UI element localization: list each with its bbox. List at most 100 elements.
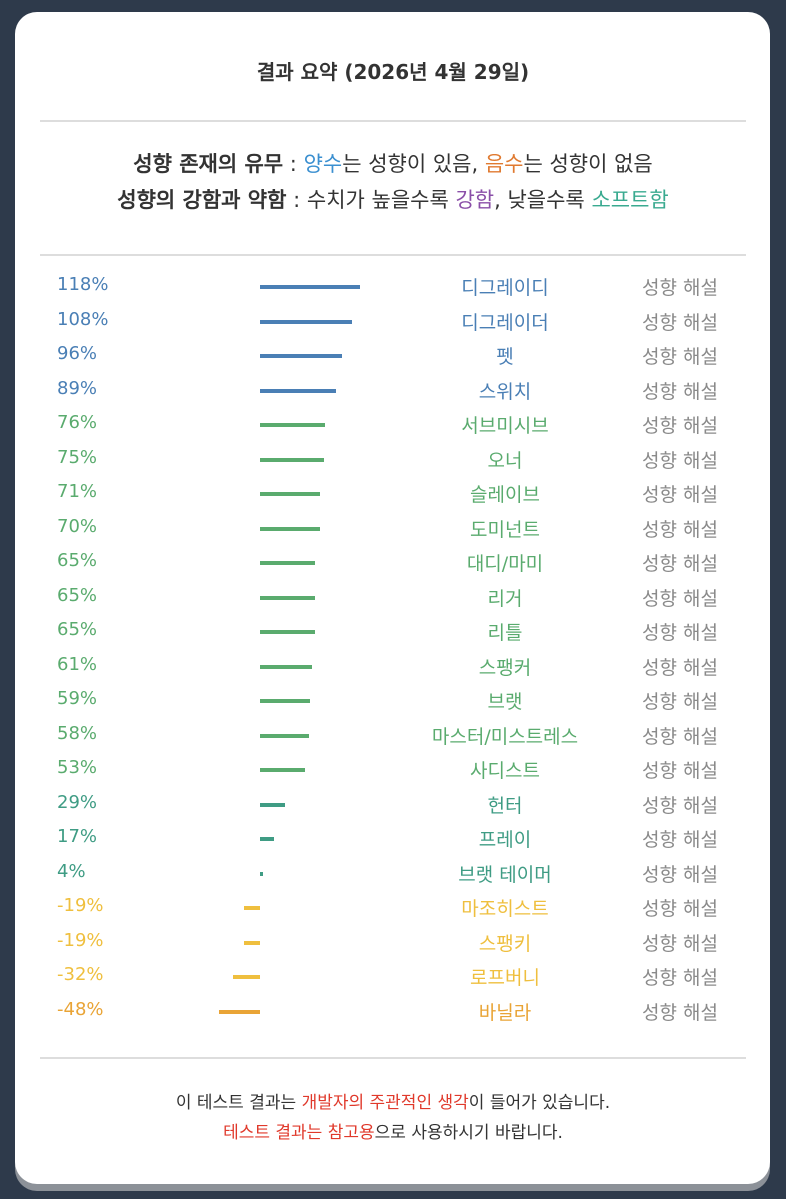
bar <box>260 664 312 669</box>
explain-link[interactable]: 성향 해설 <box>642 277 718 299</box>
percent-label: 61% <box>57 653 98 675</box>
explain-link[interactable]: 성향 해설 <box>642 311 718 334</box>
text-span: 소프트함 <box>591 188 669 212</box>
result-card <box>15 12 770 1184</box>
percent-label: -32% <box>57 964 104 985</box>
explain-link[interactable]: 성향 해설 <box>642 380 718 403</box>
percent-label: 17% <box>57 826 98 847</box>
percent-label: 76% <box>57 412 98 433</box>
text-span: 이 테스트 결과는 <box>175 1093 302 1113</box>
percent-label: 65% <box>57 584 98 606</box>
explain-link[interactable]: 성향 해설 <box>642 518 718 541</box>
text-span: : <box>283 152 304 176</box>
type-name: 디그레이더 <box>461 311 549 334</box>
type-name: 슬레이브 <box>470 484 540 506</box>
percent-label: -48% <box>57 998 104 1020</box>
type-name: 서브미시브 <box>461 415 549 437</box>
bar <box>260 388 336 393</box>
percent-label: 59% <box>57 688 98 709</box>
bar <box>260 526 320 531</box>
text-line: 성향 존재의 유무 : 양수는 성향이 있음, 음수는 성향이 없음 <box>0 148 786 178</box>
text-span: 테스트 결과는 참고용 <box>223 1123 375 1143</box>
bar <box>260 423 325 427</box>
bar <box>260 354 342 358</box>
type-name: 브랫 테이머 <box>458 863 552 886</box>
explain-link[interactable]: 성향 해설 <box>642 760 718 782</box>
percent-label: 96% <box>57 343 98 364</box>
divider <box>40 254 746 256</box>
bar <box>260 285 361 289</box>
percent-label: 4% <box>57 860 86 882</box>
text-span: 개발자의 주관적인 생각 <box>301 1093 469 1113</box>
explain-link[interactable]: 성향 해설 <box>642 553 718 575</box>
percent-label: 89% <box>57 377 98 399</box>
type-name: 로프버니 <box>470 967 540 989</box>
bar <box>243 906 260 910</box>
bar <box>260 561 316 565</box>
bar <box>260 733 310 738</box>
text-span: 이 들어가 있습니다. <box>468 1093 611 1113</box>
bar <box>232 975 260 979</box>
explain-link[interactable]: 성향 해설 <box>642 967 718 989</box>
explain-link[interactable]: 성향 해설 <box>642 691 718 713</box>
type-name: 프레이 <box>478 829 532 851</box>
explain-link[interactable]: 성향 해설 <box>642 829 718 851</box>
explain-link[interactable]: 성향 해설 <box>642 725 718 748</box>
type-name: 도미넌트 <box>470 518 540 541</box>
text-span: 는 성향이 있음, <box>342 152 485 176</box>
type-name: 리틀 <box>487 622 523 644</box>
bar <box>260 768 306 772</box>
bar <box>260 837 275 841</box>
explain-link[interactable]: 성향 해설 <box>642 863 718 886</box>
percent-label: 118% <box>57 274 109 295</box>
explain-link[interactable]: 성향 해설 <box>642 1001 718 1024</box>
text-span: 양수 <box>303 152 343 176</box>
type-name: 디그레이디 <box>461 277 549 299</box>
type-name: 대디/마미 <box>466 553 544 575</box>
bar <box>260 595 316 600</box>
type-name: 스팽커 <box>478 656 532 679</box>
explain-link[interactable]: 성향 해설 <box>642 587 718 610</box>
type-name: 스위치 <box>478 380 532 403</box>
type-name: 리거 <box>487 587 523 610</box>
percent-label: 108% <box>57 308 109 330</box>
bar <box>260 871 264 876</box>
explain-link[interactable]: 성향 해설 <box>642 449 718 472</box>
percent-label: 71% <box>57 481 98 502</box>
percent-label: 29% <box>57 791 98 813</box>
text-span: 성향 존재의 유무 <box>133 152 284 176</box>
explain-link[interactable]: 성향 해설 <box>642 932 718 955</box>
bar <box>260 457 324 462</box>
explain-link[interactable]: 성향 해설 <box>642 622 718 644</box>
explain-link[interactable]: 성향 해설 <box>642 415 718 437</box>
explain-link[interactable]: 성향 해설 <box>642 484 718 506</box>
text-line: 이 테스트 결과는 개발자의 주관적인 생각이 들어가 있습니다. <box>0 1088 786 1113</box>
type-name: 마스터/미스트레스 <box>431 725 579 748</box>
text-span: : 수치가 높을수록 <box>286 188 456 212</box>
divider <box>40 120 746 122</box>
percent-label: 53% <box>57 757 98 778</box>
bar <box>260 492 321 496</box>
text-line: 성향의 강함과 약함 : 수치가 높을수록 강함, 낮을수록 소프트함 <box>0 184 786 214</box>
text-span: 는 성향이 없음 <box>523 152 653 176</box>
percent-label: -19% <box>57 895 104 916</box>
explain-link[interactable]: 성향 해설 <box>642 656 718 679</box>
text-span: 성향의 강함과 약함 <box>117 188 287 212</box>
explain-link[interactable]: 성향 해설 <box>642 794 718 817</box>
bar <box>260 802 285 807</box>
text-span: 으로 사용하시기 바랍니다. <box>374 1123 563 1143</box>
type-name: 사디스트 <box>470 760 540 782</box>
type-name: 스팽키 <box>478 932 532 955</box>
bar <box>219 1009 260 1014</box>
bar <box>260 699 311 703</box>
percent-label: 65% <box>57 550 98 571</box>
explain-link[interactable]: 성향 해설 <box>642 898 718 920</box>
percent-label: 65% <box>57 619 98 640</box>
explain-link[interactable]: 성향 해설 <box>642 346 718 368</box>
percent-label: 58% <box>57 722 98 744</box>
type-name: 헌터 <box>487 794 523 817</box>
bar <box>260 319 352 324</box>
text-span: 음수 <box>484 152 524 176</box>
percent-label: 70% <box>57 515 98 537</box>
